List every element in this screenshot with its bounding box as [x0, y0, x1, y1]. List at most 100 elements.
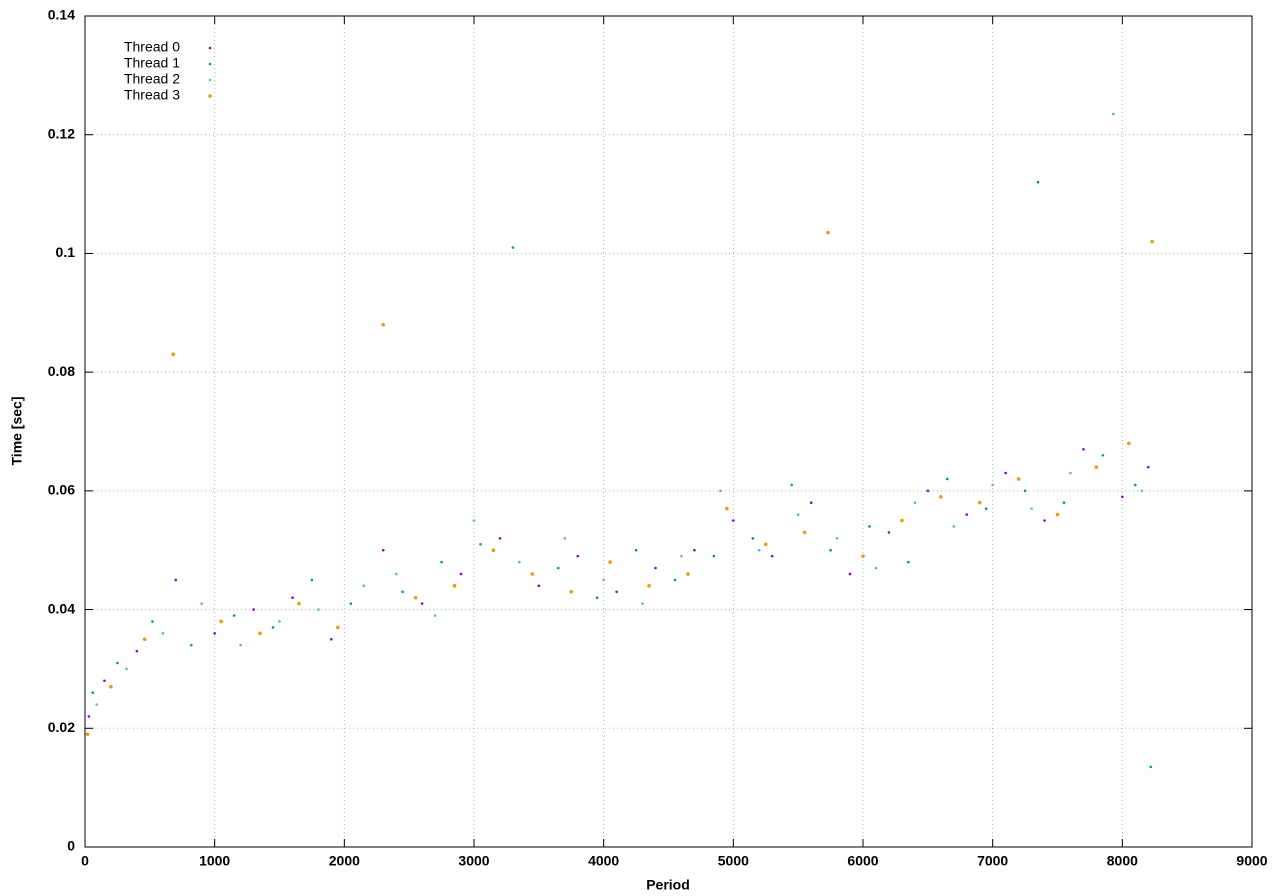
point [809, 501, 813, 505]
legend-marker [208, 94, 212, 98]
point [109, 684, 113, 689]
x-tick-label: 5000 [718, 853, 749, 869]
legend-label: Thread 1 [124, 55, 180, 71]
point [381, 548, 385, 552]
y-tick-label: 0.14 [48, 7, 75, 23]
legend-marker [208, 46, 212, 50]
point [576, 554, 580, 558]
y-tick-label: 0.04 [48, 600, 75, 616]
point [95, 703, 98, 706]
point [686, 572, 690, 576]
point [615, 590, 618, 594]
point [926, 489, 930, 493]
point [712, 554, 716, 558]
x-tick-label: 2000 [329, 853, 360, 869]
y-tick-label: 0.08 [48, 363, 75, 379]
point [401, 590, 404, 594]
point [440, 560, 443, 564]
plot-frame [84, 15, 1253, 848]
point [271, 626, 275, 629]
point [511, 246, 515, 249]
y-tick-label: 0.06 [48, 482, 75, 498]
point [258, 631, 262, 636]
point [1094, 465, 1099, 469]
point [874, 566, 878, 570]
x-tick-label: 9000 [1236, 853, 1267, 869]
point [317, 608, 320, 611]
legend-marker [208, 62, 212, 66]
point [802, 530, 807, 535]
point [349, 602, 353, 605]
point [135, 649, 139, 653]
point [1150, 239, 1154, 244]
point [381, 322, 386, 327]
point [1004, 471, 1007, 475]
point [693, 548, 696, 552]
point [362, 584, 366, 588]
point [595, 596, 599, 599]
point [725, 506, 729, 511]
x-tick-label: 1000 [199, 853, 230, 869]
point [336, 625, 340, 630]
point [965, 513, 969, 516]
point [977, 500, 982, 505]
point [87, 715, 91, 718]
legend-label: Thread 0 [124, 39, 180, 55]
point [608, 560, 612, 564]
point [1121, 495, 1124, 499]
legend-label: Thread 3 [124, 87, 180, 103]
point [116, 661, 119, 665]
point [907, 560, 910, 564]
point [732, 519, 735, 522]
point [641, 602, 644, 605]
y-axis-label: Time [sec] [9, 397, 25, 466]
point [491, 548, 496, 553]
point [1149, 765, 1153, 769]
point [680, 554, 683, 558]
point [1101, 453, 1105, 457]
x-tick-label: 8000 [1107, 853, 1138, 869]
point [213, 632, 216, 635]
point [900, 518, 904, 523]
point [142, 637, 147, 642]
point [984, 507, 988, 510]
point [518, 560, 521, 564]
point [232, 614, 236, 617]
point [252, 608, 255, 611]
point [563, 537, 567, 540]
legend-marker [208, 78, 212, 82]
point [472, 519, 476, 522]
point [634, 548, 638, 552]
point [171, 352, 175, 357]
point [291, 596, 294, 599]
point [103, 679, 106, 683]
point [719, 489, 722, 493]
point [569, 589, 574, 594]
point [174, 578, 178, 582]
point [848, 572, 852, 576]
x-axis-label: Period [646, 877, 690, 893]
point [200, 602, 203, 605]
point [498, 537, 502, 540]
point [790, 483, 793, 487]
point [868, 525, 871, 528]
point [556, 566, 560, 570]
point [829, 548, 832, 552]
y-tick-label: 0 [67, 838, 75, 854]
point [190, 643, 193, 647]
point [602, 578, 605, 582]
x-tick-label: 3000 [458, 853, 489, 869]
point [1030, 507, 1033, 510]
point [310, 578, 314, 582]
point [751, 537, 755, 540]
point [433, 614, 437, 617]
point [647, 584, 651, 588]
point [913, 501, 917, 505]
point [91, 691, 95, 694]
legend-label: Thread 2 [124, 71, 180, 87]
point [770, 554, 774, 558]
x-tick-label: 7000 [977, 853, 1008, 869]
point [835, 537, 839, 540]
point [1082, 448, 1085, 451]
